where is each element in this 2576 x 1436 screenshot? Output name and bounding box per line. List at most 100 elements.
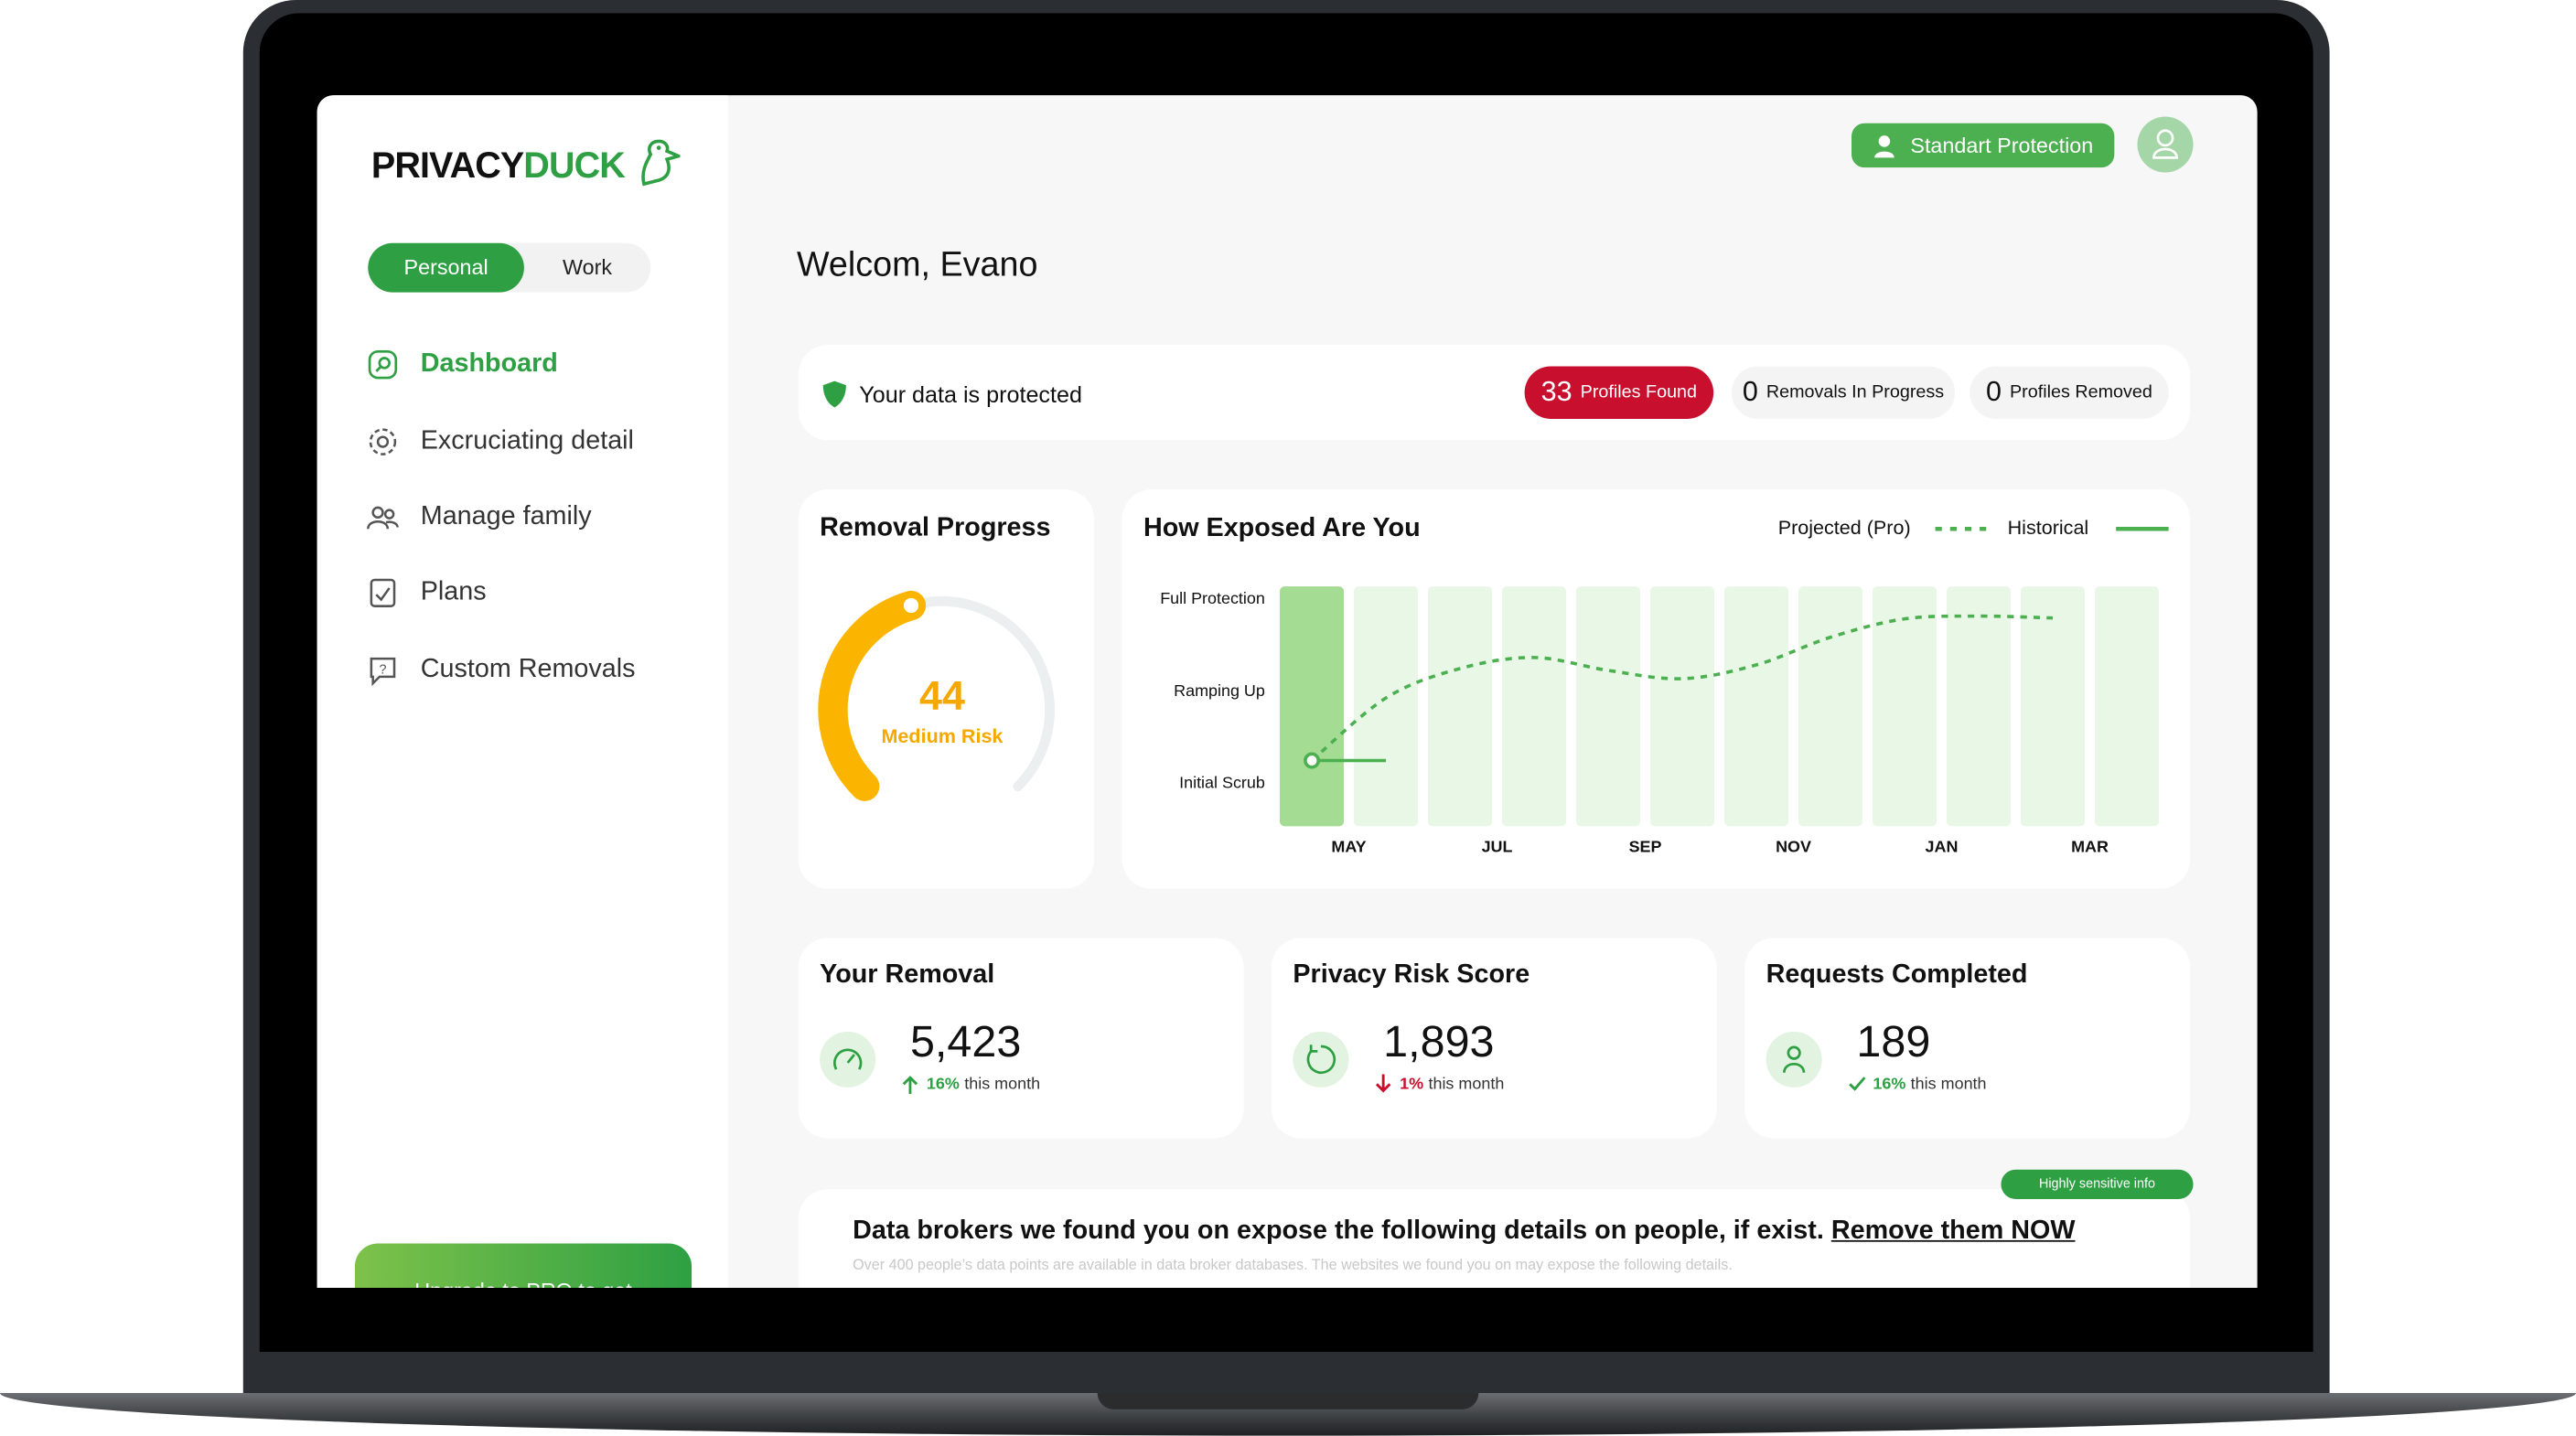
nav-item[interactable]: Excruciating detail — [366, 423, 634, 462]
stat-change-value: 16% — [1873, 1075, 1906, 1094]
stat-card: Privacy Risk Score 1,893 1% this month — [1272, 938, 1717, 1139]
stat-change-value: 1% — [1400, 1075, 1424, 1094]
trend-icon — [902, 1076, 918, 1095]
badge-count: 33 — [1540, 376, 1572, 408]
nav-label: Plans — [420, 578, 487, 606]
status-badge: 0 Profiles Removed — [1970, 366, 2169, 419]
stat-change: 16% this month — [900, 1075, 1040, 1095]
brokers-note: Over 400 people’s data points are availa… — [853, 1256, 1733, 1273]
stat-title: Your Removal — [820, 960, 995, 990]
stat-card: Your Removal 5,423 16% this month — [798, 938, 1244, 1139]
stat-icon-glyph — [1783, 1045, 1806, 1073]
column — [1946, 586, 2012, 827]
dashboard: PRIVACYDUCK Personal Work Upgrade to PRO… — [317, 95, 2258, 1289]
stat-title: Requests Completed — [1766, 960, 2028, 990]
avatar[interactable] — [2137, 116, 2194, 173]
column — [1650, 586, 1715, 827]
nav-item[interactable]: Manage family — [366, 498, 592, 537]
trend-icon — [1849, 1077, 1866, 1091]
tab-personal[interactable]: Personal — [368, 242, 524, 293]
y-tick-label: Ramping Up — [1174, 681, 1265, 700]
nav-label: Dashboard — [420, 349, 558, 379]
svg-text:?: ? — [379, 662, 386, 677]
stat-period: this month — [964, 1075, 1041, 1094]
stat-period: this month — [1428, 1075, 1505, 1094]
x-tick-label: MAY — [1331, 837, 1366, 855]
user-icon — [1873, 134, 1894, 157]
sidebar: PRIVACYDUCK Personal Work Upgrade to PRO… — [317, 95, 728, 1289]
badge-count: 0 — [1985, 376, 2002, 408]
stat-change: 1% this month — [1373, 1074, 1505, 1095]
badge-count: 0 — [1742, 376, 1758, 408]
nav-label: Excruciating detail — [420, 426, 634, 455]
stat-icon — [1293, 1031, 1349, 1088]
gauge — [818, 590, 1055, 801]
nav-label: Manage family — [420, 502, 592, 531]
stat-value: 5,423 — [909, 1016, 1022, 1066]
column — [2094, 586, 2160, 827]
x-tick-label: SEP — [1629, 837, 1662, 855]
status-text: Your data is protected — [859, 380, 1082, 408]
column — [2020, 586, 2086, 827]
stat-title: Privacy Risk Score — [1293, 960, 1530, 990]
column — [1354, 586, 1419, 827]
projected-line — [1310, 614, 2054, 762]
column — [1280, 586, 1345, 827]
status-badge: 33 Profiles Found — [1524, 366, 1714, 419]
nav-icon — [369, 428, 397, 455]
stat-icon-glyph — [1306, 1045, 1336, 1075]
x-tick-label: JUL — [1482, 837, 1513, 855]
stat-icon-glyph — [833, 1048, 863, 1070]
plan-pill[interactable]: Standart Protection — [1852, 123, 2115, 168]
nav-icon — [368, 349, 398, 380]
stat-icon — [1766, 1031, 1822, 1088]
column — [1428, 586, 1493, 827]
stat-period: this month — [1910, 1075, 1987, 1094]
greeting: Welcom, Evano — [797, 246, 1038, 284]
stat-value: 1,893 — [1383, 1016, 1495, 1066]
column — [1502, 586, 1567, 827]
nav-item[interactable]: ? Custom Removals — [366, 650, 635, 690]
x-tick-label: MAR — [2071, 837, 2109, 855]
gauge-arc — [818, 590, 927, 801]
column — [1723, 586, 1789, 827]
gauge-value: 44 — [918, 673, 965, 720]
badge-label: Profiles Found — [1580, 382, 1698, 403]
remove-link[interactable]: Remove them NOW — [1830, 1216, 2076, 1246]
x-tick-label: NOV — [1776, 837, 1811, 855]
legend-label: Projected (Pro) — [1778, 516, 1911, 539]
stat-change-value: 16% — [926, 1075, 960, 1094]
nav-label: Custom Removals — [420, 655, 636, 684]
brokers-card: Data brokers we found you on expose the … — [798, 1189, 2190, 1289]
sensitive-tag: Highly sensitive info — [2001, 1169, 2194, 1200]
nav-icon: ? — [370, 657, 396, 687]
legend-label: Historical — [2008, 516, 2089, 539]
stat-value: 189 — [1856, 1016, 1931, 1066]
trend-icon — [1375, 1074, 1391, 1093]
exposure-card: How Exposed Are You MAY JUL SEP NOV JAN MAR In… — [1122, 489, 2190, 889]
gauge-knob — [903, 597, 919, 614]
y-tick-label: Initial Scrub — [1179, 773, 1265, 791]
heading-text: Data brokers we found you on expose the … — [853, 1216, 1824, 1246]
mode-toggle: Personal Work — [368, 242, 651, 293]
laptop-notch — [1097, 1392, 1479, 1409]
stat-icon — [820, 1031, 876, 1088]
stat-card: Requests Completed 189 16% this month — [1744, 938, 2190, 1139]
column — [1798, 586, 1863, 827]
tab-work[interactable]: Work — [562, 254, 613, 280]
x-tick-label: JAN — [1926, 837, 1959, 855]
logo[interactable]: PRIVACYDUCK — [370, 138, 683, 188]
removal-progress-card: Removal Progress 44 Medium Risk — [798, 489, 1095, 889]
current-point — [1304, 752, 1321, 769]
nav-icon — [370, 578, 396, 607]
nav-item[interactable]: Dashboard — [366, 345, 558, 384]
gauge-label: Medium Risk — [881, 724, 1004, 748]
logo-text: PRIVACY — [370, 145, 524, 186]
upgrade-button[interactable]: Upgrade to PRO to get — [354, 1243, 692, 1289]
chart-title: How Exposed Are You — [1143, 513, 1421, 542]
card-title: Removal Progress — [820, 514, 1051, 542]
status-card: Your data is protected 33 Profiles Found 0… — [798, 345, 2190, 441]
brokers-heading: Data brokers we found you on expose the … — [853, 1217, 2075, 1247]
nav-item[interactable]: Plans — [366, 573, 487, 613]
